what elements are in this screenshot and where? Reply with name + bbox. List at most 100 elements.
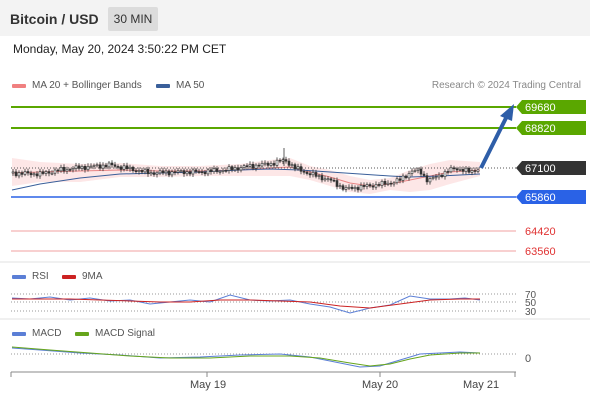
- candle-body: [266, 162, 270, 166]
- candle-body: [350, 186, 354, 189]
- candle-body: [26, 171, 30, 174]
- candle-body: [407, 173, 411, 179]
- candle-body: [182, 170, 186, 175]
- candle-body: [473, 170, 477, 172]
- candle-body: [383, 181, 387, 185]
- candle-body: [230, 166, 234, 171]
- candle-body: [476, 169, 480, 172]
- candle-body: [53, 169, 57, 174]
- candle-body: [194, 169, 198, 172]
- candle-body: [161, 170, 165, 174]
- candle-body: [470, 170, 474, 173]
- candle-body: [362, 185, 366, 187]
- candle-body: [443, 171, 447, 177]
- ma50-swatch: [156, 83, 170, 88]
- candle-body: [107, 162, 111, 168]
- candle-body: [422, 173, 426, 176]
- candle-body: [311, 172, 315, 176]
- candle-body: [299, 166, 303, 172]
- candle-body: [128, 166, 132, 169]
- candle-body: [14, 171, 18, 177]
- candle-body: [86, 166, 90, 171]
- rsi-ma-line: [12, 298, 480, 309]
- candle-body: [293, 164, 297, 170]
- candle-body: [398, 178, 402, 181]
- candle-body: [254, 164, 258, 169]
- candle-body: [455, 168, 459, 171]
- candle-body: [65, 169, 69, 172]
- candle-body: [296, 166, 300, 170]
- candle-body: [395, 178, 399, 184]
- candle-body: [458, 169, 462, 171]
- candle-body: [290, 164, 294, 166]
- candle-body: [224, 170, 228, 172]
- label-current-text: 67100: [525, 163, 556, 175]
- candle-body: [353, 187, 357, 189]
- candle-body: [464, 167, 468, 172]
- candle-body: [44, 171, 48, 174]
- candle-body: [404, 175, 408, 179]
- candle-body: [140, 170, 144, 173]
- candle-body: [428, 178, 432, 183]
- candle-body: [200, 171, 204, 173]
- candle-body: [332, 179, 336, 182]
- candle-body: [71, 168, 75, 171]
- legend-ma50-label: MA 50: [176, 80, 205, 91]
- candle-body: [323, 178, 327, 181]
- candle-body: [101, 164, 105, 169]
- macd-line: [11, 347, 481, 368]
- candle-body: [38, 171, 42, 177]
- candle-body: [461, 169, 465, 172]
- candle-body: [287, 160, 291, 166]
- candle-body: [98, 164, 102, 169]
- label-pivot: 65860: [516, 190, 586, 204]
- label-pivot-text: 65860: [525, 192, 556, 204]
- candle-body: [242, 165, 246, 168]
- label-r1-text: 68820: [525, 123, 556, 135]
- candle-body: [212, 168, 216, 172]
- rsi-tick-50: 50: [525, 298, 537, 309]
- candle-body: [374, 184, 378, 188]
- candle-body: [23, 171, 27, 175]
- candle-body: [356, 187, 360, 191]
- rsi-swatch: [12, 274, 26, 279]
- chart-panel: [0, 36, 590, 400]
- rsi-tick-30: 30: [525, 307, 537, 318]
- candle-body: [56, 169, 60, 172]
- candle-body: [449, 167, 453, 173]
- candle-body: [146, 168, 150, 175]
- rsi-tick-70: 70: [525, 290, 537, 301]
- candle-body: [191, 169, 195, 175]
- candle-body: [431, 177, 435, 179]
- candle-body: [11, 171, 15, 174]
- instrument-title: Bitcoin / USD: [10, 11, 99, 27]
- candle-body: [80, 166, 84, 169]
- candle-body: [41, 171, 45, 174]
- candle-body: [413, 170, 417, 172]
- candle-body: [368, 184, 372, 187]
- candle-body: [92, 165, 96, 167]
- candle-body: [278, 159, 282, 162]
- candle-body: [149, 172, 153, 175]
- candle-body: [59, 167, 63, 172]
- candle-body: [314, 172, 318, 177]
- candle-body: [134, 170, 138, 172]
- candle-body: [209, 169, 213, 172]
- candle-body: [29, 172, 33, 176]
- candle-body: [320, 175, 324, 181]
- candle-body: [359, 185, 363, 191]
- candle-body: [143, 168, 147, 173]
- candle-body: [68, 169, 72, 171]
- macd-signal-swatch: [75, 331, 89, 336]
- candle-body: [185, 171, 189, 175]
- candle-body: [365, 184, 369, 187]
- timeframe-button[interactable]: 30 MIN: [108, 7, 158, 31]
- candle-body: [158, 170, 162, 174]
- top-bar: Bitcoin / USD 30 MIN: [0, 0, 590, 36]
- candle-body: [248, 164, 252, 167]
- candle-body: [47, 171, 51, 174]
- candle-body: [335, 180, 339, 187]
- legend-macd-signal-label: MACD Signal: [95, 328, 156, 339]
- candle-body: [188, 171, 192, 175]
